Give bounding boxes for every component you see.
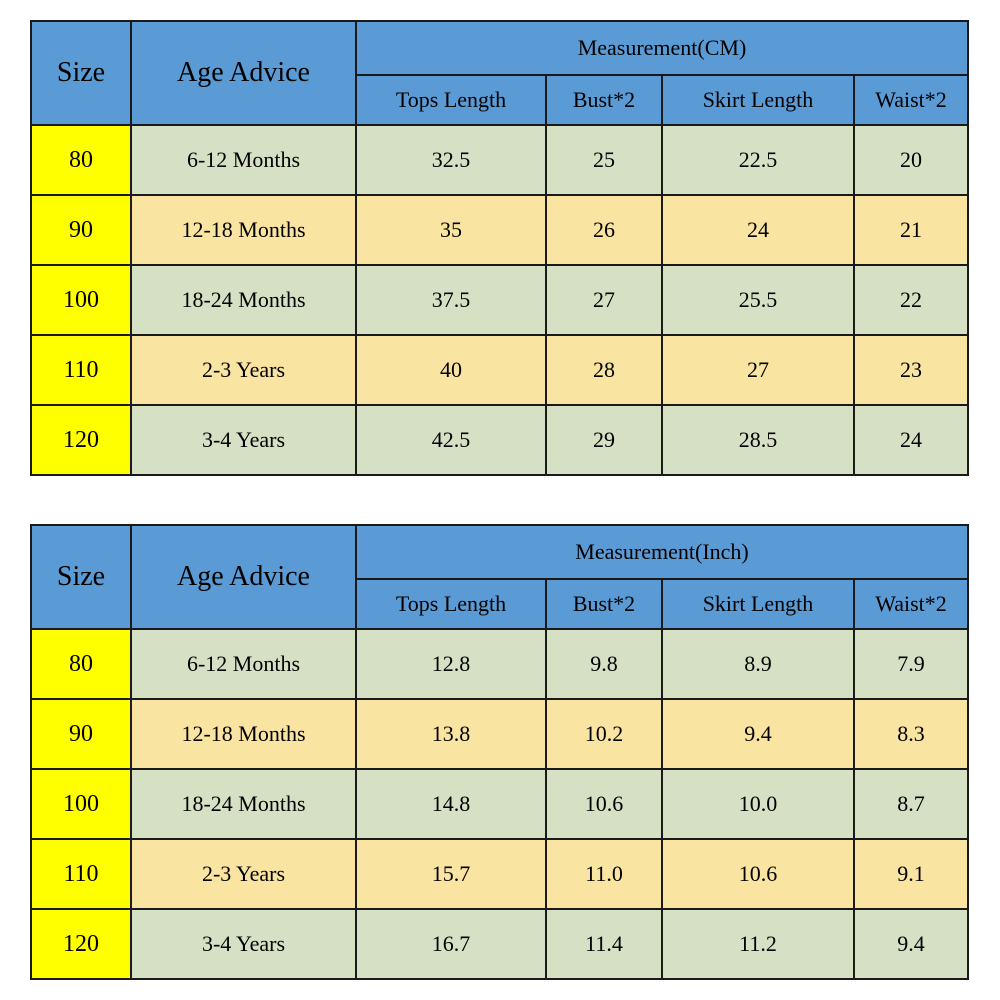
age-value: 3-4 Years	[130, 404, 357, 476]
header-size: Size	[30, 20, 132, 126]
age-value: 18-24 Months	[130, 768, 357, 840]
size-value: 80	[30, 124, 132, 196]
skirt-length-value: 9.4	[661, 698, 855, 770]
size-value: 80	[30, 628, 132, 700]
size-value: 100	[30, 264, 132, 336]
age-value: 6-12 Months	[130, 124, 357, 196]
header-skirt-length: Skirt Length	[661, 74, 855, 126]
table-row: 90 12-18 Months 35 26 24 21	[30, 194, 969, 266]
bust-value: 10.2	[545, 698, 663, 770]
bust-value: 26	[545, 194, 663, 266]
age-value: 12-18 Months	[130, 698, 357, 770]
age-value: 2-3 Years	[130, 334, 357, 406]
size-chart-table-cm: Size Age Advice Measurement(CM) Tops Len…	[30, 20, 969, 476]
waist-value: 23	[853, 334, 969, 406]
size-chart-table-inch: Size Age Advice Measurement(Inch) Tops L…	[30, 524, 970, 980]
skirt-length-value: 28.5	[661, 404, 855, 476]
tops-length-value: 42.5	[355, 404, 547, 476]
size-value: 110	[30, 334, 132, 406]
bust-value: 28	[545, 334, 663, 406]
bust-value: 27	[545, 264, 663, 336]
table-row: 120 3-4 Years 42.5 29 28.5 24	[30, 404, 969, 476]
waist-value: 8.7	[852, 768, 970, 840]
tops-length-value: 16.7	[355, 908, 547, 980]
tops-length-value: 37.5	[355, 264, 547, 336]
age-value: 2-3 Years	[130, 838, 357, 910]
bust-value: 25	[545, 124, 663, 196]
table-gap	[30, 476, 1000, 524]
header-bust: Bust*2	[545, 578, 663, 630]
skirt-length-value: 11.2	[661, 908, 855, 980]
skirt-length-value: 10.6	[661, 838, 855, 910]
skirt-length-value: 8.9	[661, 628, 855, 700]
table-row: 120 3-4 Years 16.7 11.4 11.2 9.4	[30, 908, 970, 980]
table-row: 110 2-3 Years 40 28 27 23	[30, 334, 969, 406]
header-age-advice: Age Advice	[130, 524, 357, 630]
waist-value: 8.3	[852, 698, 970, 770]
header-waist: Waist*2	[852, 578, 970, 630]
bust-value: 11.4	[545, 908, 663, 980]
tops-length-value: 12.8	[355, 628, 547, 700]
waist-value: 9.4	[852, 908, 970, 980]
waist-value: 22	[853, 264, 969, 336]
size-value: 120	[30, 908, 132, 980]
skirt-length-value: 10.0	[661, 768, 855, 840]
skirt-length-value: 24	[661, 194, 855, 266]
tops-length-value: 15.7	[355, 838, 547, 910]
tops-length-value: 40	[355, 334, 547, 406]
header-waist: Waist*2	[853, 74, 969, 126]
table-row: 80 6-12 Months 32.5 25 22.5 20	[30, 124, 969, 196]
header-tops-length: Tops Length	[355, 74, 547, 126]
skirt-length-value: 22.5	[661, 124, 855, 196]
tops-length-value: 32.5	[355, 124, 547, 196]
header-measurement-inch: Measurement(Inch)	[354, 524, 970, 580]
waist-value: 20	[853, 124, 969, 196]
header-size: Size	[30, 524, 132, 630]
waist-value: 21	[853, 194, 969, 266]
bust-value: 10.6	[545, 768, 663, 840]
table-row: 100 18-24 Months 14.8 10.6 10.0 8.7	[30, 768, 970, 840]
tops-length-value: 14.8	[355, 768, 547, 840]
bust-value: 29	[545, 404, 663, 476]
size-value: 120	[30, 404, 132, 476]
waist-value: 7.9	[852, 628, 970, 700]
table-row: 80 6-12 Months 12.8 9.8 8.9 7.9	[30, 628, 970, 700]
header-tops-length: Tops Length	[355, 578, 547, 630]
skirt-length-value: 27	[661, 334, 855, 406]
age-value: 3-4 Years	[130, 908, 357, 980]
header-skirt-length: Skirt Length	[661, 578, 855, 630]
waist-value: 9.1	[852, 838, 970, 910]
size-value: 100	[30, 768, 132, 840]
bust-value: 11.0	[545, 838, 663, 910]
size-value: 90	[30, 698, 132, 770]
header-measurement-cm: Measurement(CM)	[355, 20, 969, 76]
header-bust: Bust*2	[545, 74, 663, 126]
tops-length-value: 13.8	[355, 698, 547, 770]
table-row: 100 18-24 Months 37.5 27 25.5 22	[30, 264, 969, 336]
tops-length-value: 35	[355, 194, 547, 266]
table-row: 110 2-3 Years 15.7 11.0 10.6 9.1	[30, 838, 970, 910]
size-value: 90	[30, 194, 132, 266]
skirt-length-value: 25.5	[661, 264, 855, 336]
table-row: 90 12-18 Months 13.8 10.2 9.4 8.3	[30, 698, 970, 770]
waist-value: 24	[853, 404, 969, 476]
age-value: 12-18 Months	[130, 194, 357, 266]
bust-value: 9.8	[545, 628, 663, 700]
age-value: 6-12 Months	[130, 628, 357, 700]
header-age-advice: Age Advice	[130, 20, 357, 126]
age-value: 18-24 Months	[130, 264, 357, 336]
size-value: 110	[30, 838, 132, 910]
